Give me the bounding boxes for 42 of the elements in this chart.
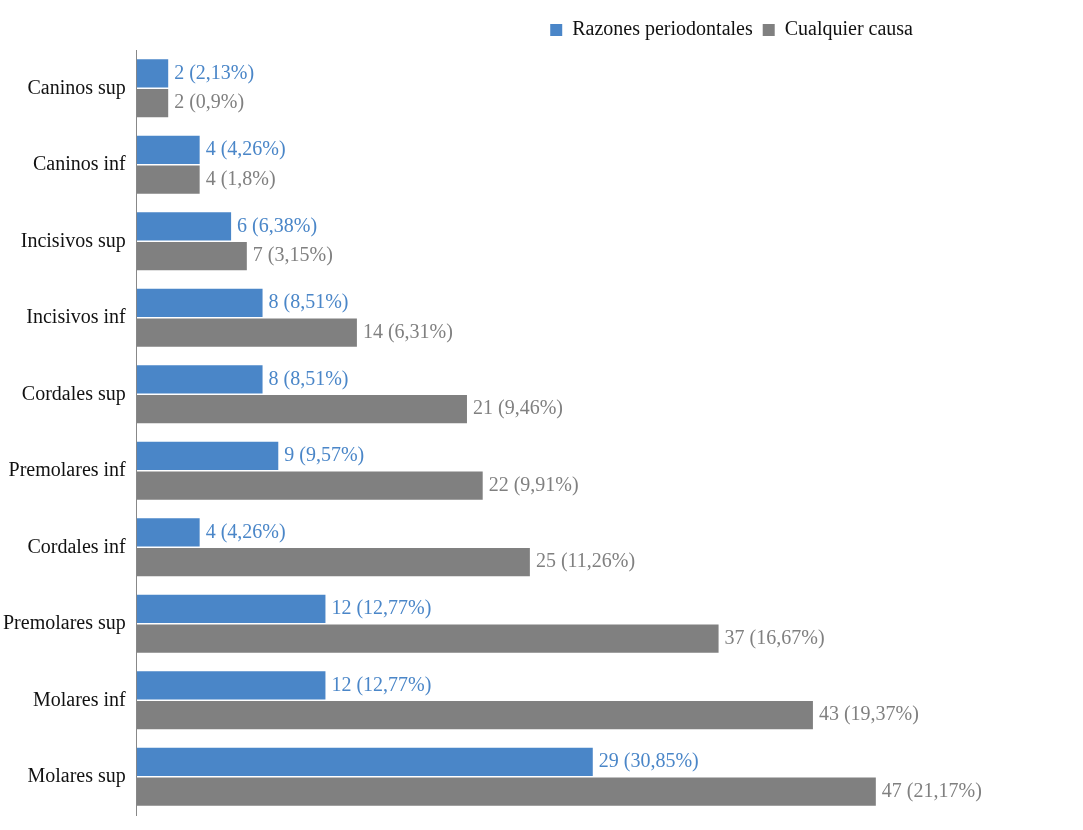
y-tick-label: Cordales sup xyxy=(21,381,126,405)
data-label: 2 (2,13%) xyxy=(174,60,255,84)
data-label: 4 (4,26%) xyxy=(205,137,286,161)
bar xyxy=(136,747,593,776)
data-label: 14 (6,31%) xyxy=(362,319,453,343)
y-tick-label: Incisivos inf xyxy=(26,305,127,327)
data-label: 8 (8,51%) xyxy=(268,290,349,314)
y-tick-label: Caninos inf xyxy=(32,152,127,174)
bar xyxy=(136,212,232,241)
data-label: 7 (3,15%) xyxy=(252,243,333,267)
bar xyxy=(136,441,279,470)
bar xyxy=(136,288,263,317)
data-label: 21 (9,46%) xyxy=(472,396,563,420)
legend-label: Cualquier causa xyxy=(784,17,914,41)
legend-label: Razones periodontales xyxy=(572,17,753,41)
data-label: 9 (9,57%) xyxy=(284,443,365,467)
bar xyxy=(136,594,326,623)
data-label: 25 (11,26%) xyxy=(535,549,636,573)
data-label: 22 (9,91%) xyxy=(488,472,579,496)
y-tick-label: Premolares inf xyxy=(8,458,127,480)
y-tick-label: Cordales inf xyxy=(27,534,127,557)
y-tick-label: Premolares sup xyxy=(2,611,126,634)
data-label: 29 (30,85%) xyxy=(598,749,699,773)
data-label: 4 (4,26%) xyxy=(205,519,286,543)
data-label: 8 (8,51%) xyxy=(268,366,349,390)
data-label: 12 (12,77%) xyxy=(331,672,432,696)
data-label: 6 (6,38%) xyxy=(237,213,318,237)
y-tick-label: Incisivos sup xyxy=(20,228,126,252)
y-tick-label: Molares inf xyxy=(32,687,127,710)
data-label: 2 (0,9%) xyxy=(174,90,245,114)
bar xyxy=(136,365,263,394)
bar xyxy=(136,135,200,164)
bar xyxy=(136,518,200,547)
bar xyxy=(136,671,326,700)
data-label: 12 (12,77%) xyxy=(331,596,432,620)
data-label: 37 (16,67%) xyxy=(724,625,825,649)
data-label: 4 (1,8%) xyxy=(205,166,276,190)
data-label: 47 (21,17%) xyxy=(881,778,982,802)
bar xyxy=(136,59,169,88)
y-tick-label: Caninos sup xyxy=(27,75,126,99)
y-tick-label: Molares sup xyxy=(27,764,126,787)
data-label: 43 (19,37%) xyxy=(818,702,919,726)
